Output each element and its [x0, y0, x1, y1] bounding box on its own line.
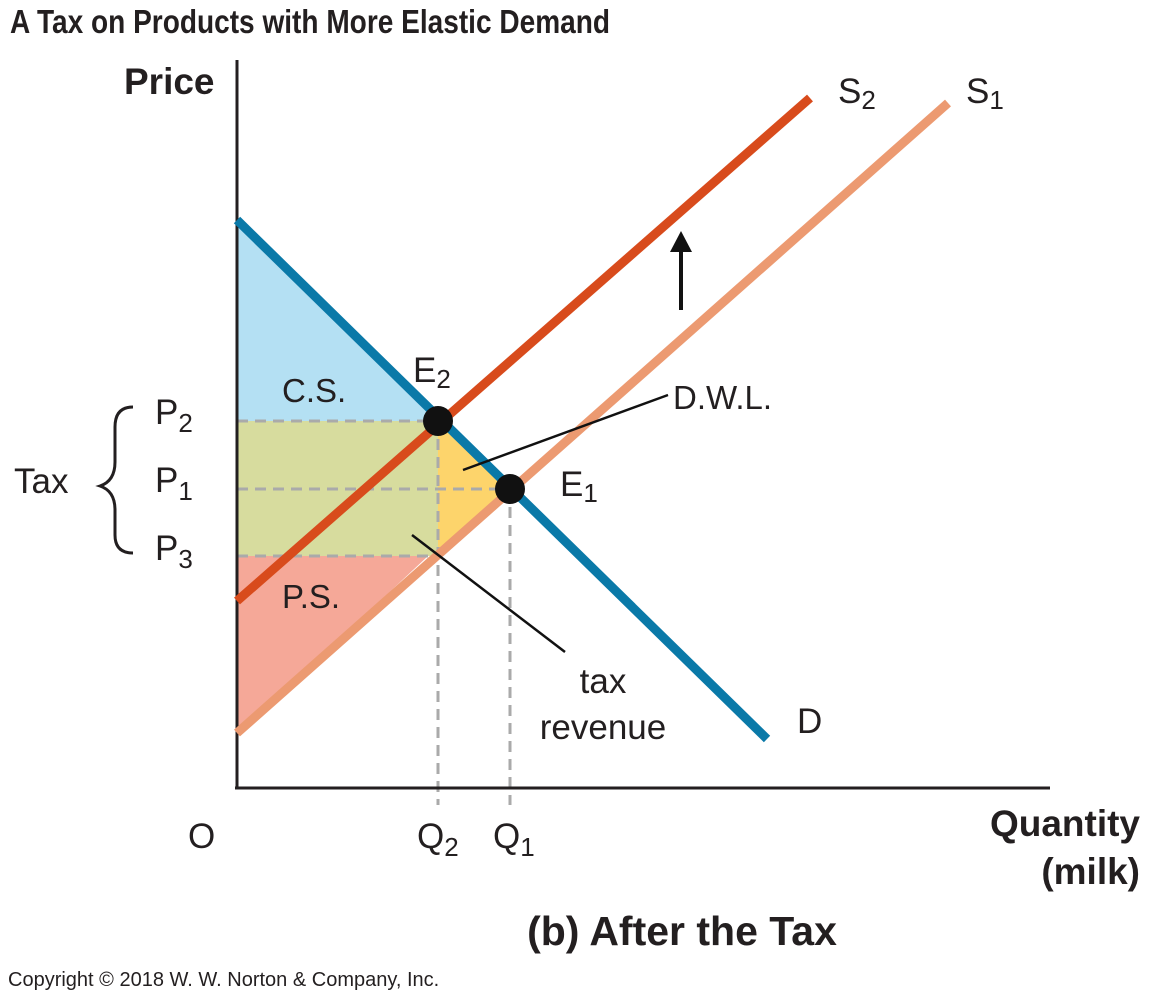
chart-title: A Tax on Products with More Elastic Dema…: [10, 3, 610, 40]
shift-arrow-icon: [670, 231, 692, 252]
price-label-p3: P3: [155, 529, 193, 574]
supply-s2-label: S2: [838, 72, 876, 115]
supply-s1-label: S1: [966, 72, 1004, 115]
price-label-p1: P1: [155, 461, 193, 506]
dwl-leader-line: [462, 393, 669, 472]
tax-label: Tax: [14, 462, 69, 501]
tax-revenue-leader-line: [411, 534, 566, 653]
tax-revenue-label-line2: revenue: [540, 708, 666, 747]
quantity-label-q2: Q2: [417, 817, 459, 862]
supply-curve-s2: [234, 94, 813, 605]
x-axis-label-line1: Quantity: [990, 803, 1140, 844]
quantity-label-q1: Q1: [493, 817, 535, 862]
equilibrium-point-e1: [495, 474, 525, 504]
origin-label: O: [188, 817, 215, 856]
figure-caption: (b) After the Tax: [527, 908, 837, 954]
supply-curve-s1: [234, 99, 951, 737]
demand-label: D: [797, 702, 822, 741]
equilibrium-point-e2: [423, 406, 453, 436]
tax-revenue-label-line1: tax: [580, 662, 627, 701]
x-axis-label-line2: (milk): [1041, 851, 1140, 892]
dwl-label: D.W.L.: [673, 379, 772, 416]
tax-brace: [95, 405, 134, 555]
copyright-notice: Copyright © 2018 W. W. Norton & Company,…: [8, 969, 439, 991]
price-label-p2: P2: [155, 393, 193, 438]
consumer-surplus-label: C.S.: [282, 372, 346, 409]
e2-label: E2: [413, 351, 451, 394]
producer-surplus-label: P.S.: [282, 578, 340, 615]
e1-label: E1: [560, 465, 598, 508]
y-axis-label: Price: [124, 61, 215, 102]
